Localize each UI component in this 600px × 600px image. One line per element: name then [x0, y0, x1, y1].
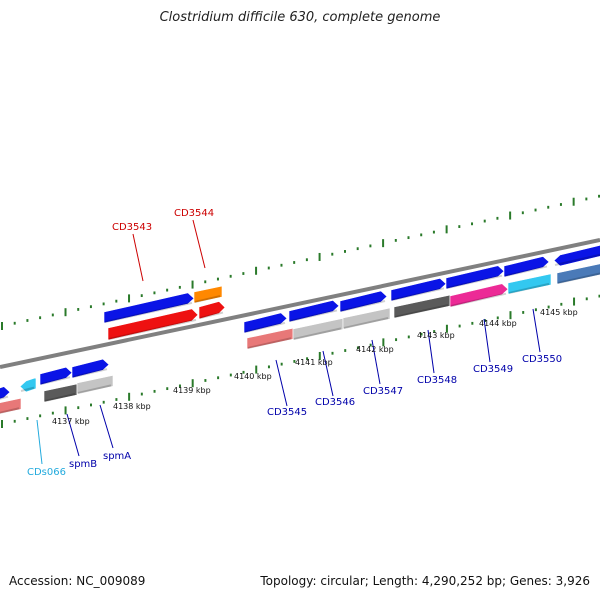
gene-arrow[interactable] [288, 300, 340, 323]
gene-shade [446, 274, 503, 289]
gene-label[interactable]: spmA [103, 451, 131, 462]
kbp-labels: 4137 kbp 4138 kbp 4139 kbp 4140 kbp 4141 kbp… [52, 308, 578, 426]
leader-line [66, 413, 80, 457]
gene-label[interactable]: CD3544 [174, 208, 214, 219]
gene-shade [199, 311, 224, 319]
gene-arrow[interactable] [43, 383, 78, 403]
gene-shade [72, 368, 108, 378]
genome-summary: Topology: circular; Length: 4,290,252 bp… [260, 574, 590, 588]
gene-arrow[interactable] [198, 301, 226, 320]
gene-arrow[interactable] [503, 256, 550, 278]
gene-shade [40, 376, 71, 385]
leader-line [532, 308, 541, 353]
gene-arrow[interactable] [449, 283, 509, 308]
gene-arrow[interactable] [0, 397, 22, 415]
gene-arrow[interactable] [243, 312, 288, 334]
kbp-label: 4142 kbp [356, 345, 394, 354]
kbp-label: 4143 kbp [417, 331, 455, 340]
gene-arrow[interactable] [107, 308, 199, 341]
gene-arrow[interactable] [445, 265, 505, 290]
gene-label[interactable]: CD3543 [112, 222, 152, 233]
kbp-label: 4138 kbp [113, 402, 151, 411]
gene-label[interactable]: CD3550 [522, 354, 562, 365]
gene-shade [104, 301, 193, 323]
tick-row-lower [1, 294, 600, 428]
gene-shade [293, 327, 342, 340]
label-leaders [36, 219, 541, 465]
gene-shade [394, 304, 449, 318]
kbp-label: 4139 kbp [173, 386, 211, 395]
accession-label: Accession: NC_009089 [9, 574, 146, 588]
gene-labels[interactable]: CD3543 CD3544 CD3545 CD3546 CD3547 CD3548 CD35… [27, 208, 562, 478]
kbp-label: 4137 kbp [52, 417, 90, 426]
gene-shade [247, 337, 292, 349]
gene-shade [343, 317, 389, 329]
gene-shade [554, 253, 600, 266]
gene-arrow[interactable] [342, 307, 391, 330]
gene-shade [20, 386, 35, 392]
gene-shade [391, 287, 445, 301]
leader-line [132, 233, 144, 282]
gene-arrow[interactable] [76, 374, 114, 395]
gene-arrow[interactable] [390, 277, 447, 302]
kbp-label: 4145 kbp [540, 308, 578, 317]
gene-shade [340, 300, 386, 312]
gene-shade [557, 272, 600, 284]
gene-shade [289, 309, 338, 322]
gene-label[interactable]: CD3548 [417, 375, 457, 386]
gene-features[interactable] [0, 244, 600, 415]
gene-arrow[interactable] [507, 273, 552, 295]
tick-row-upper [1, 194, 600, 330]
gene-label[interactable]: CD3547 [363, 386, 403, 397]
gene-label[interactable]: CDs066 [27, 467, 66, 478]
kbp-label: 4140 kbp [234, 372, 272, 381]
gene-arrow[interactable] [193, 285, 223, 304]
genome-backbone [0, 238, 600, 369]
gene-shade [450, 292, 507, 307]
leader-line [99, 404, 114, 449]
gene-label[interactable]: spmB [69, 459, 97, 470]
gene-arrow[interactable] [0, 386, 11, 401]
leader-line [371, 339, 381, 385]
leader-line [275, 359, 288, 407]
gene-shade [508, 282, 550, 294]
page-title: Clostridium difficile 630, complete geno… [159, 10, 441, 25]
gene-shade [244, 321, 286, 333]
gene-arrow[interactable] [339, 290, 388, 313]
gene-shade [504, 265, 548, 277]
gene-arrow[interactable] [71, 358, 110, 379]
leader-line [322, 350, 334, 397]
gene-arrow[interactable] [556, 263, 600, 285]
kbp-label: 4144 kbp [479, 319, 517, 328]
gene-arrow[interactable] [103, 292, 195, 324]
kbp-label: 4141 kbp [295, 358, 333, 367]
gene-shade [0, 395, 9, 400]
gene-label[interactable]: CD3545 [267, 407, 307, 418]
gene-arrow[interactable] [19, 377, 37, 393]
gene-shade [0, 407, 20, 414]
gene-shade [77, 384, 112, 394]
leader-line [36, 419, 43, 465]
leader-line [483, 318, 491, 363]
gene-shade [108, 318, 197, 340]
gene-label[interactable]: CD3549 [473, 364, 513, 375]
gene-arrow[interactable] [553, 244, 600, 267]
gene-arrow[interactable] [39, 366, 73, 386]
gene-shade [194, 295, 221, 303]
leader-line [427, 329, 435, 374]
gene-label[interactable]: CD3546 [315, 397, 355, 408]
leader-line [192, 219, 206, 269]
gene-shade [44, 393, 76, 402]
gene-arrow[interactable] [292, 318, 344, 341]
